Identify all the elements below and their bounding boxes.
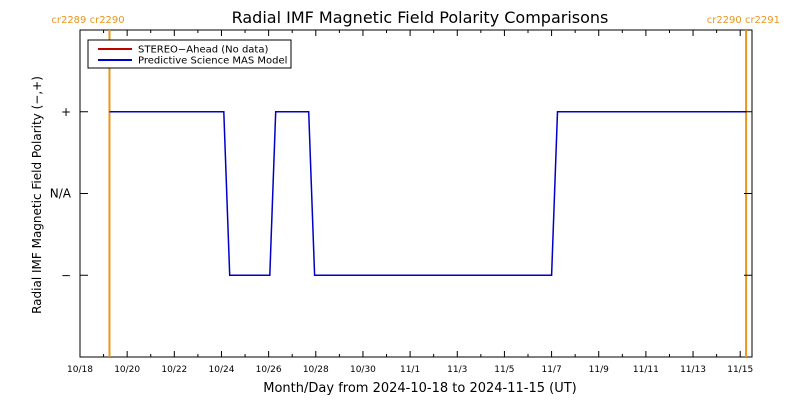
x-tick-label: 10/22 xyxy=(161,365,187,375)
x-axis: 10/18 10/20 10/22 10/24 10/26 10/28 10/30 11/1 1… xyxy=(67,30,753,375)
chart-title: Radial IMF Magnetic Field Polarity Compa… xyxy=(232,8,609,27)
x-tick-label: 11/5 xyxy=(494,365,514,375)
y-tick-label: N/A xyxy=(50,187,72,201)
legend-entry: Predictive Science MAS Model xyxy=(138,56,287,67)
x-tick-label: 10/30 xyxy=(350,365,376,375)
x-tick-label: 11/3 xyxy=(447,365,467,375)
x-tick-label: 10/20 xyxy=(114,365,140,375)
x-tick-label: 11/1 xyxy=(400,365,420,375)
carrington-marker-label: cr2289 cr2290 xyxy=(51,15,124,26)
x-tick-label: 10/24 xyxy=(209,365,235,375)
x-tick-label: 11/11 xyxy=(633,365,659,375)
y-tick-label: − xyxy=(61,268,71,282)
series-line xyxy=(109,111,747,277)
y-axis: + N/A − xyxy=(50,105,752,282)
x-tick-label: 11/9 xyxy=(589,365,609,375)
plot-frame xyxy=(79,29,753,358)
y-tick-label: + xyxy=(61,105,71,119)
x-tick-label: 10/26 xyxy=(256,365,282,375)
x-axis-label: Month/Day from 2024-10-18 to 2024-11-15 … xyxy=(263,381,576,396)
legend-box xyxy=(87,39,292,69)
x-tick-label: 11/7 xyxy=(541,365,561,375)
x-tick-label: 10/18 xyxy=(67,365,93,375)
series-layer xyxy=(109,111,747,277)
carrington-marker-label: cr2290 cr2291 xyxy=(707,15,780,26)
x-tick-label: 10/28 xyxy=(303,365,329,375)
legend-entry: STEREO−Ahead (No data) xyxy=(138,45,268,56)
x-tick-label: 11/13 xyxy=(680,365,706,375)
legend: STEREO−Ahead (No data)Predictive Science… xyxy=(87,39,292,69)
y-axis-label: Radial IMF Magnetic Field Polarity (−,+) xyxy=(30,76,44,314)
x-tick-label: 11/15 xyxy=(727,365,753,375)
